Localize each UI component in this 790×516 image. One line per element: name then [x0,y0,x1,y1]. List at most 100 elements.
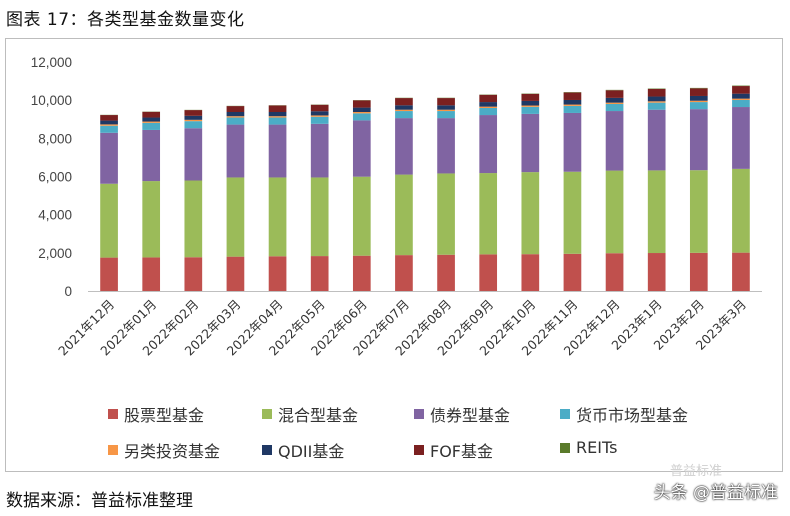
bar-segment [352,100,371,108]
source-note: 数据来源：普益标准整理 [6,491,193,511]
bar-segment [395,98,413,106]
bar-segment [732,93,750,99]
bar-segment [395,255,413,291]
legend-label: 债券型基金 [430,406,511,425]
bar-segment [310,116,329,124]
bar-segment [563,104,582,106]
bar-segment [437,105,455,110]
watermark: 头条 @普益标准 [653,483,778,503]
bar-segment [352,255,371,291]
bar-segment [605,170,624,254]
bar-segment [268,117,287,125]
bar-segment [605,111,624,171]
bar-segment [647,170,666,254]
bar-segment [689,100,708,103]
bar-segment [437,254,455,291]
bar-segment [395,111,413,119]
bar-segment [100,257,118,291]
legend-label: REITs [576,438,618,457]
bar-segment [352,107,371,112]
bar-segment [310,111,329,116]
legend-swatch [108,445,118,455]
bar-segment [647,253,666,291]
bar-segment [226,177,245,257]
bar-segment [437,118,455,174]
bar-segment [563,105,582,113]
bar-segment [647,96,666,102]
legend-swatch [414,409,424,419]
bar-segment [100,183,118,258]
bar-segment [479,254,498,291]
bar-segment [437,109,455,112]
bar-segment [563,99,582,105]
bar-segment [479,107,498,116]
bar-segment [437,173,455,255]
legend-swatch [560,409,570,419]
y-tick-label: 4,000 [38,208,72,223]
y-tick-label: 8,000 [38,131,72,146]
legend-item: FOF基金 [414,438,493,462]
legend-label: 混合型基金 [278,406,359,425]
bar-segment [647,109,666,171]
legend-swatch [262,409,272,419]
bar-segment [479,115,498,174]
bar-segment [437,111,455,119]
bar-segment [395,174,413,256]
bar-segment [521,105,540,107]
bar-segment [142,181,161,258]
bar-segment [142,129,161,182]
legend-item: 股票型基金 [108,402,204,426]
legend-label: 货币市场型基金 [576,406,689,425]
legend-swatch [414,445,424,455]
bar-segment [226,117,245,125]
bar-segment [563,112,582,172]
bar-segment [310,104,329,112]
bar-segment [268,105,287,112]
bar-segment [226,116,245,118]
bar-segment [605,97,624,103]
bar-segment [605,103,624,112]
bar-segment [479,106,498,108]
bar-segment [732,168,750,253]
legend-label: 另类投资基金 [124,442,221,461]
bar-segment [226,111,245,117]
bar-segment [184,180,203,258]
bar-segment [689,102,708,110]
bar-segment [605,90,624,98]
bar-segment [732,99,750,108]
bar-segment [352,113,371,121]
bar-segment [732,98,750,100]
bar-segment [732,107,750,169]
y-tick-label: 10,000 [31,93,72,108]
bar-segment [479,102,498,107]
legend-swatch [560,442,570,453]
bar-segment [563,92,582,100]
bar-segment [521,93,540,101]
bar-segment [226,256,245,291]
bar-segment [689,88,708,96]
bar-segment [395,118,413,175]
bar-segment [310,256,329,291]
bar-segment [521,172,540,255]
y-tick-label: 12,000 [31,55,72,70]
bar-segment [395,105,413,110]
figure-title: 图表 17：各类型基金数量变化 [6,10,245,30]
bar-segment [100,115,118,121]
y-tick-label: 2,000 [38,246,72,261]
bar-segment [647,102,666,110]
bar-segment [689,252,708,291]
bar-segment [226,124,245,178]
bar-segment [732,86,750,94]
bar-segment [268,124,287,178]
legend-swatch [262,445,272,455]
bar-segment [689,170,708,253]
legend-swatch [108,409,118,419]
bar-segment [732,252,750,291]
bar-segment [184,121,203,129]
bar-segment [142,122,161,130]
bar-segment [647,88,666,97]
bar-segment [689,109,708,171]
bar-segment [142,121,161,123]
bar-segment [395,109,413,112]
